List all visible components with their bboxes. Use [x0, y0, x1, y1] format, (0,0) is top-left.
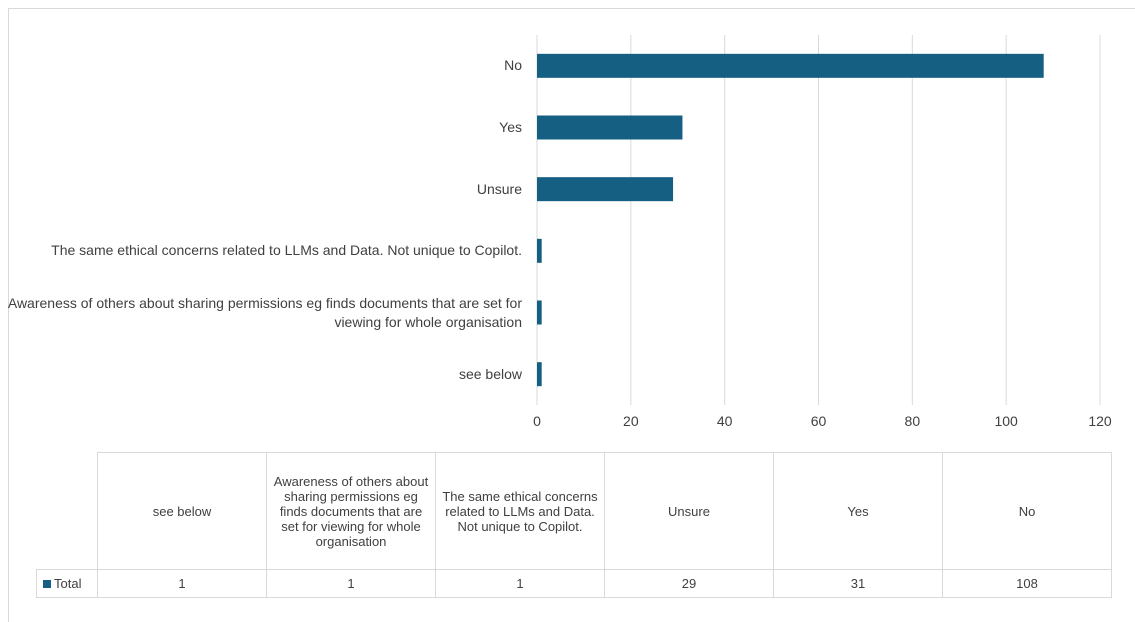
table-value-cell: 1 — [266, 569, 436, 598]
chart-frame — [8, 8, 1135, 622]
y-category-label: The same ethical concerns related to LLM… — [51, 242, 522, 259]
y-category-label: Yes — [499, 119, 522, 135]
row-label-text: Total — [54, 576, 82, 591]
table-header-cell: Unsure — [604, 452, 774, 570]
bar — [537, 177, 674, 202]
table-header-cell: Yes — [773, 452, 943, 570]
x-tick-label: 20 — [623, 413, 639, 429]
table-header-cell: Awareness of others about sharing permis… — [266, 452, 436, 570]
x-tick-label: 120 — [1088, 413, 1112, 429]
table-value-cell: 1 — [435, 569, 605, 598]
x-tick-label: 60 — [810, 413, 827, 429]
bar — [537, 238, 542, 263]
x-tick-label: 40 — [716, 413, 733, 429]
table-header-row: see below Awareness of others about shar… — [36, 452, 1112, 570]
bar — [537, 115, 683, 140]
bar — [537, 300, 542, 325]
table-header-cell: see below — [97, 452, 267, 570]
bar — [537, 362, 542, 387]
y-category-label: Awareness of others about sharing permis… — [7, 294, 522, 330]
x-tick-label: 100 — [994, 413, 1018, 429]
table-value-cell: 1 — [97, 569, 267, 598]
bar-chart — [536, 35, 1101, 405]
table-value-cell: 108 — [942, 569, 1112, 598]
legend-swatch — [43, 580, 51, 588]
y-category-label: see below — [458, 365, 522, 382]
x-tick-label: 80 — [904, 413, 921, 429]
table-value-cell: 29 — [604, 569, 774, 598]
bar — [537, 53, 1044, 78]
table-header-cell: The same ethical concerns related to LLM… — [435, 452, 605, 570]
y-category-label: No — [504, 57, 522, 74]
table-corner-cell — [36, 452, 98, 570]
table-row-label: Total — [36, 569, 98, 598]
table-value-cell: 31 — [773, 569, 943, 598]
table-row: Total 1 1 1 29 31 108 — [36, 569, 1112, 598]
data-table: see below Awareness of others about shar… — [36, 452, 1112, 598]
y-category-label: Unsure — [476, 180, 522, 197]
x-tick-label: 0 — [533, 413, 541, 429]
table-header-cell: No — [942, 452, 1112, 570]
